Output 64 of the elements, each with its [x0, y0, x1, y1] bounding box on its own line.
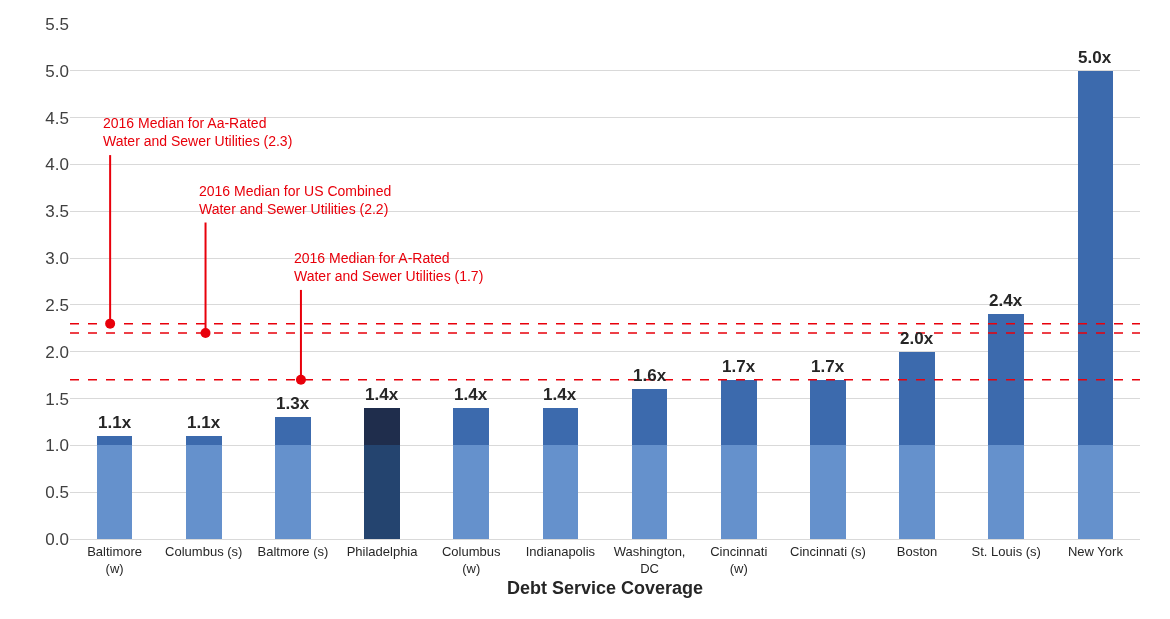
- bar: [275, 417, 311, 446]
- bar: [275, 445, 311, 539]
- total-label: 1.3x: [276, 394, 310, 413]
- bar: [631, 389, 668, 446]
- y-tick-label: 2.0: [45, 342, 69, 362]
- bar: [1077, 70, 1114, 446]
- total-label: 2.0x: [900, 329, 934, 348]
- total-label: 1.7x: [811, 357, 845, 376]
- total-label: 1.4x: [454, 385, 488, 404]
- bar: [453, 445, 490, 539]
- bar: [720, 445, 757, 539]
- x-tick-label: Boston: [896, 543, 938, 559]
- y-tick-label: 4.5: [45, 108, 69, 128]
- total-label: 1.6x: [633, 366, 667, 385]
- x-tick-label: Baltimore (w): [87, 543, 143, 576]
- y-tick-label: 0.0: [45, 529, 69, 549]
- total-label: 1.1x: [187, 413, 221, 432]
- bar: [1077, 445, 1114, 539]
- bar: [185, 445, 222, 539]
- total-label: 2.4x: [989, 291, 1023, 310]
- bar: [185, 436, 222, 446]
- y-tick-label: 2.5: [45, 295, 69, 315]
- bar: [453, 407, 490, 446]
- ref-line-label: 2016 Median for Aa-Rated Water and Sewer Utilities (2.3): [103, 115, 293, 150]
- x-tick-label: Cincinnati (s): [789, 543, 866, 559]
- bar: [542, 407, 579, 446]
- bar: [96, 445, 133, 539]
- bar: [364, 407, 400, 446]
- bar: [810, 445, 846, 539]
- y-tick-label: 5.0: [45, 61, 69, 81]
- bar: [899, 351, 935, 446]
- x-tick-label: Baltmore (s): [257, 543, 329, 559]
- bar: [988, 445, 1025, 539]
- x-tick-label: St. Louis (s): [971, 543, 1041, 559]
- bar: [899, 445, 935, 539]
- bar: [96, 436, 133, 446]
- x-tick-label: New York: [1067, 543, 1124, 559]
- bar: [810, 379, 846, 446]
- total-label: 5.0x: [1078, 48, 1112, 67]
- bar: [364, 445, 400, 539]
- bar: [631, 445, 668, 539]
- x-tick-label: Columbus (w): [441, 543, 502, 576]
- y-tick-label: 5.5: [45, 14, 69, 34]
- x-tick-label: Columbus (s): [165, 543, 243, 559]
- y-tick-label: 1.5: [45, 389, 69, 409]
- y-tick-label: 0.5: [45, 483, 69, 503]
- bar: [542, 445, 579, 539]
- y-tick-label: 3.5: [45, 202, 69, 222]
- y-tick-label: 1.0: [45, 436, 69, 456]
- ref-line-label: 2016 Median for A-Rated Water and Sewer Utilities (1.7): [294, 250, 484, 285]
- total-label: 1.4x: [543, 385, 577, 404]
- x-tick-label: Cincinnati (w): [710, 543, 768, 576]
- y-tick-label: 4.0: [45, 155, 69, 175]
- bar: [988, 314, 1025, 446]
- x-tick-label: Washington, DC: [613, 543, 686, 576]
- bar: [720, 379, 757, 446]
- y-tick-label: 3.0: [45, 249, 69, 269]
- x-tick-label: Indianapolis: [525, 543, 596, 559]
- ref-line-label: 2016 Median for US Combined Water and Sewer Utilities (2.2): [199, 183, 392, 218]
- total-label: 1.7x: [722, 357, 756, 376]
- total-label: 1.4x: [365, 385, 399, 404]
- x-axis-title: Debt Service Coverage: [506, 577, 704, 598]
- total-label: 1.1x: [98, 413, 132, 432]
- x-tick-label: Philadelphia: [346, 543, 419, 559]
